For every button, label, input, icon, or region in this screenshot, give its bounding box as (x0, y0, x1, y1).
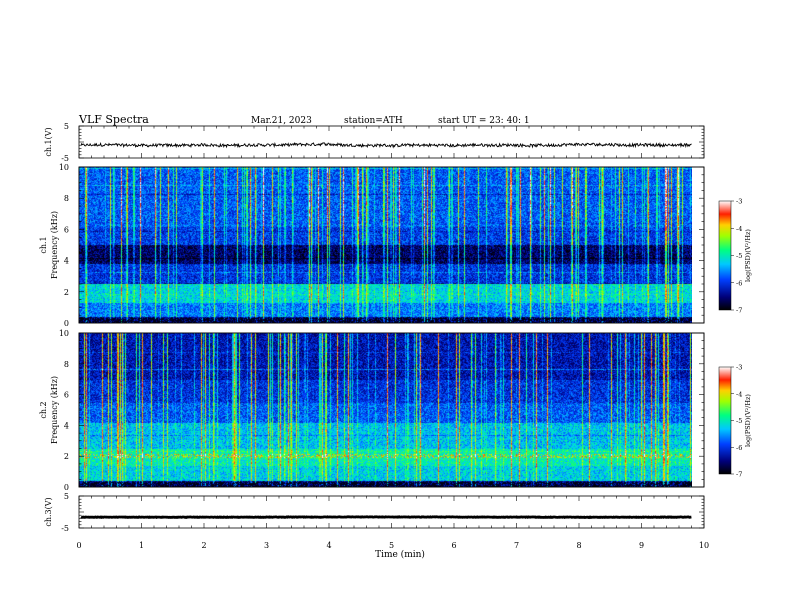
y-tick-label: 4 (64, 421, 69, 430)
colorbar-ch2 (718, 366, 732, 475)
y-tick-label: 10 (59, 329, 69, 338)
colorbar-tick-label: -6 (736, 444, 742, 452)
x-axis-label: Time (min) (375, 549, 425, 560)
colorbar-tick-label: -4 (736, 225, 742, 233)
y-axis-label-frequency: Frequency (kHz) (50, 376, 59, 444)
y-axis-label: ch.1(V) (44, 127, 53, 156)
spectrogram-ch2 (79, 333, 692, 487)
y-tick-label: 0 (64, 483, 69, 492)
y-tick-label: 2 (64, 452, 69, 461)
y-tick-label: 6 (64, 225, 69, 234)
colorbar-label: log(PSD)(V²/Hz) (744, 394, 752, 447)
x-tick-label: 7 (514, 541, 519, 550)
y-tick-label: 2 (64, 288, 69, 297)
start-ut-label: start UT = 23: 40: 1 (438, 116, 530, 126)
y-tick-label: -5 (61, 154, 69, 163)
y-tick-label: 4 (64, 257, 69, 266)
waveform-line (80, 515, 692, 520)
y-tick-label: 6 (64, 391, 69, 400)
colorbar-label: log(PSD)(V²/Hz) (744, 229, 752, 282)
colorbar-tick-label: -3 (736, 364, 742, 372)
y-tick-label: -5 (61, 524, 69, 533)
colorbar-tick-label: -4 (736, 390, 742, 398)
spectrogram-ch1 (79, 167, 692, 323)
waveform-line (80, 141, 692, 149)
y-tick-label: 5 (64, 492, 69, 501)
date-label: Mar.21, 2023 (251, 116, 312, 126)
x-tick-label: 6 (451, 541, 456, 550)
y-axis-label-channel: ch.2 (39, 401, 48, 418)
x-tick-label: 3 (264, 541, 269, 550)
y-tick-label: 10 (59, 163, 69, 172)
y-axis-label-frequency: Frequency (kHz) (50, 211, 59, 279)
colorbar-tick-label: -3 (736, 198, 742, 206)
colorbar-ch1 (718, 200, 732, 311)
x-tick-label: 2 (201, 541, 206, 550)
y-tick-label: 0 (64, 319, 69, 328)
x-tick-label: 4 (326, 541, 331, 550)
colorbar-tick-label: -7 (736, 471, 742, 479)
y-tick-label: 8 (64, 360, 69, 369)
x-tick-label: 1 (139, 541, 144, 550)
colorbar-tick-label: -7 (736, 307, 742, 315)
colorbar-tick-label: -5 (736, 252, 742, 260)
y-axis-label: ch.3(V) (44, 497, 53, 526)
figure-title: VLF Spectra (78, 113, 149, 126)
x-tick-label: 0 (76, 541, 81, 550)
y-tick-label: 5 (64, 122, 69, 131)
colorbar-tick-label: -6 (736, 279, 742, 287)
x-tick-label: 9 (639, 541, 644, 550)
x-tick-label: 5 (389, 541, 394, 550)
station-label: station=ATH (344, 116, 403, 126)
y-tick-label: 8 (64, 194, 69, 203)
x-tick-label: 8 (576, 541, 581, 550)
x-tick-label: 10 (699, 541, 709, 550)
y-axis-label-channel: ch.1 (39, 236, 48, 253)
colorbar-tick-label: -5 (736, 417, 742, 425)
